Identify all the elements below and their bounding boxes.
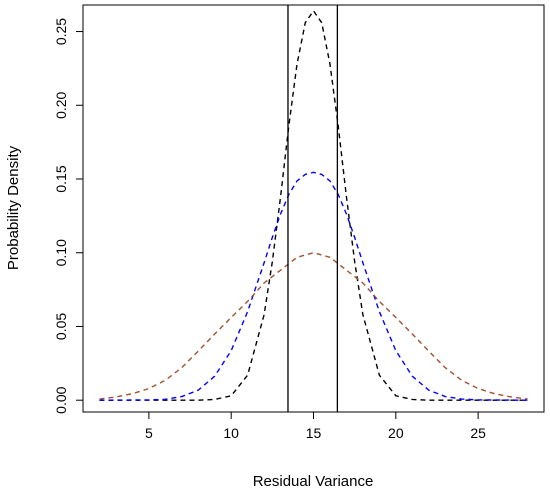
y-tick-label: 0.05 [53, 313, 69, 340]
x-tick-label: 5 [145, 425, 153, 441]
y-tick-label: 0.00 [53, 386, 69, 413]
density-curve-3 [99, 252, 528, 400]
y-tick-label: 0.15 [53, 165, 69, 192]
y-axis-label: Probability Density [5, 145, 22, 270]
x-tick-label: 10 [223, 425, 239, 441]
y-tick-label: 0.20 [53, 91, 69, 118]
y-tick-label: 0.25 [53, 18, 69, 45]
y-axis: 0.00 0.05 0.10 0.15 0.20 0.25 [53, 18, 83, 414]
y-tick-label: 0.10 [53, 239, 69, 266]
x-tick-label: 15 [306, 425, 322, 441]
x-axis: 5 10 15 20 25 [145, 412, 486, 441]
x-tick-label: 25 [470, 425, 486, 441]
density-curve-2 [99, 171, 528, 401]
vertical-lines-layer [287, 5, 339, 412]
density-curve-1 [99, 9, 528, 401]
x-tick-label: 20 [388, 425, 404, 441]
plot-frame [82, 4, 545, 413]
x-axis-label: Residual Variance [253, 473, 374, 490]
series-layer [99, 9, 528, 401]
